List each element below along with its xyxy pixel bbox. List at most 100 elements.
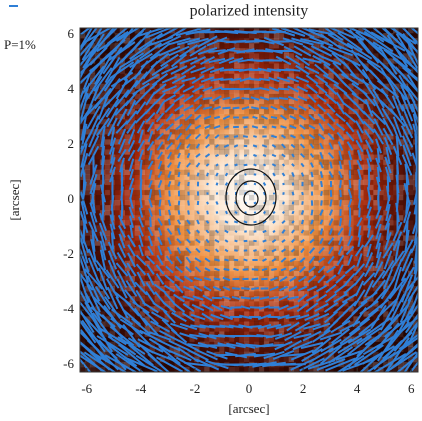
noise-cell	[264, 271, 269, 276]
noise-cell	[85, 235, 90, 240]
noise-cell	[239, 175, 244, 180]
x-axis-label: [arcsec]	[228, 401, 269, 416]
noise-cell	[155, 160, 160, 165]
noise-cell	[254, 281, 259, 286]
noise-cell	[194, 119, 199, 124]
noise-cell	[254, 109, 259, 114]
noise-cell	[334, 200, 339, 205]
noise-cell	[269, 281, 274, 286]
noise-cell	[284, 271, 289, 276]
noise-cell	[239, 63, 244, 68]
noise-cell	[334, 195, 339, 200]
noise-cell	[229, 33, 234, 38]
noise-cell	[239, 225, 244, 230]
noise-cell	[314, 240, 319, 245]
noise-cell	[199, 129, 204, 134]
noise-cell	[209, 225, 214, 230]
noise-cell	[234, 311, 239, 316]
noise-cell	[279, 271, 284, 276]
noise-cell	[279, 205, 284, 210]
noise-cell	[179, 190, 184, 195]
noise-cell	[179, 205, 184, 210]
noise-cell	[294, 149, 299, 154]
noise-cell	[324, 160, 329, 165]
noise-cell	[204, 205, 209, 210]
noise-cell	[189, 109, 194, 114]
noise-cell	[105, 144, 110, 149]
noise-cell	[214, 281, 219, 286]
noise-cell	[324, 185, 329, 190]
noise-cell	[194, 291, 199, 296]
noise-cell	[269, 271, 274, 276]
noise-cell	[229, 129, 234, 134]
noise-cell	[179, 235, 184, 240]
noise-cell	[219, 144, 224, 149]
noise-cell	[279, 185, 284, 190]
noise-cell	[269, 129, 274, 134]
noise-cell	[115, 170, 120, 175]
noise-cell	[184, 205, 189, 210]
noise-cell	[224, 225, 229, 230]
noise-cell	[334, 165, 339, 170]
noise-cell	[179, 215, 184, 220]
noise-cell	[234, 225, 239, 230]
noise-cell	[304, 180, 309, 185]
noise-cell	[284, 149, 289, 154]
noise-cell	[264, 119, 269, 124]
noise-cell	[214, 129, 219, 134]
noise-cell	[229, 301, 234, 306]
noise-cell	[179, 154, 184, 159]
noise-cell	[264, 53, 269, 58]
noise-cell	[398, 200, 403, 205]
noise-cell	[294, 261, 299, 266]
noise-cell	[353, 144, 358, 149]
noise-cell	[249, 271, 254, 276]
noise-cell	[304, 134, 309, 139]
noise-cell	[219, 195, 224, 200]
noise-cell	[234, 301, 239, 306]
noise-cell	[239, 139, 244, 144]
noise-cell	[269, 291, 274, 296]
noise-cell	[299, 205, 304, 210]
noise-cell	[219, 261, 224, 266]
noise-cell	[408, 220, 413, 225]
noise-cell	[85, 175, 90, 180]
noise-cell	[125, 220, 130, 225]
noise-cell	[398, 205, 403, 210]
noise-cell	[214, 109, 219, 114]
noise-cell	[115, 195, 120, 200]
noise-cell	[279, 291, 284, 296]
noise-cell	[259, 367, 264, 372]
noise-cell	[264, 367, 269, 372]
noise-cell	[239, 149, 244, 154]
noise-cell	[199, 200, 204, 205]
noise-cell	[204, 281, 209, 286]
noise-cell	[353, 134, 358, 139]
noise-cell	[249, 251, 254, 256]
noise-cell	[294, 129, 299, 134]
noise-cell	[294, 225, 299, 230]
noise-cell	[229, 160, 234, 165]
noise-cell	[363, 175, 368, 180]
noise-cell	[254, 129, 259, 134]
noise-cell	[219, 175, 224, 180]
noise-cell	[219, 160, 224, 165]
noise-cell	[279, 149, 284, 154]
polarization-vector	[159, 190, 160, 198]
noise-cell	[244, 63, 249, 68]
noise-cell	[115, 205, 120, 210]
noise-cell	[214, 139, 219, 144]
noise-cell	[199, 220, 204, 225]
noise-cell	[209, 205, 214, 210]
noise-cell	[85, 190, 90, 195]
noise-cell	[299, 195, 304, 200]
noise-cell	[249, 367, 254, 372]
noise-cell	[254, 53, 259, 58]
noise-cell	[209, 149, 214, 154]
noise-cell	[229, 225, 234, 230]
noise-cell	[214, 119, 219, 124]
noise-cell	[224, 63, 229, 68]
noise-cell	[219, 251, 224, 256]
noise-cell	[155, 195, 160, 200]
noise-cell	[284, 357, 289, 362]
